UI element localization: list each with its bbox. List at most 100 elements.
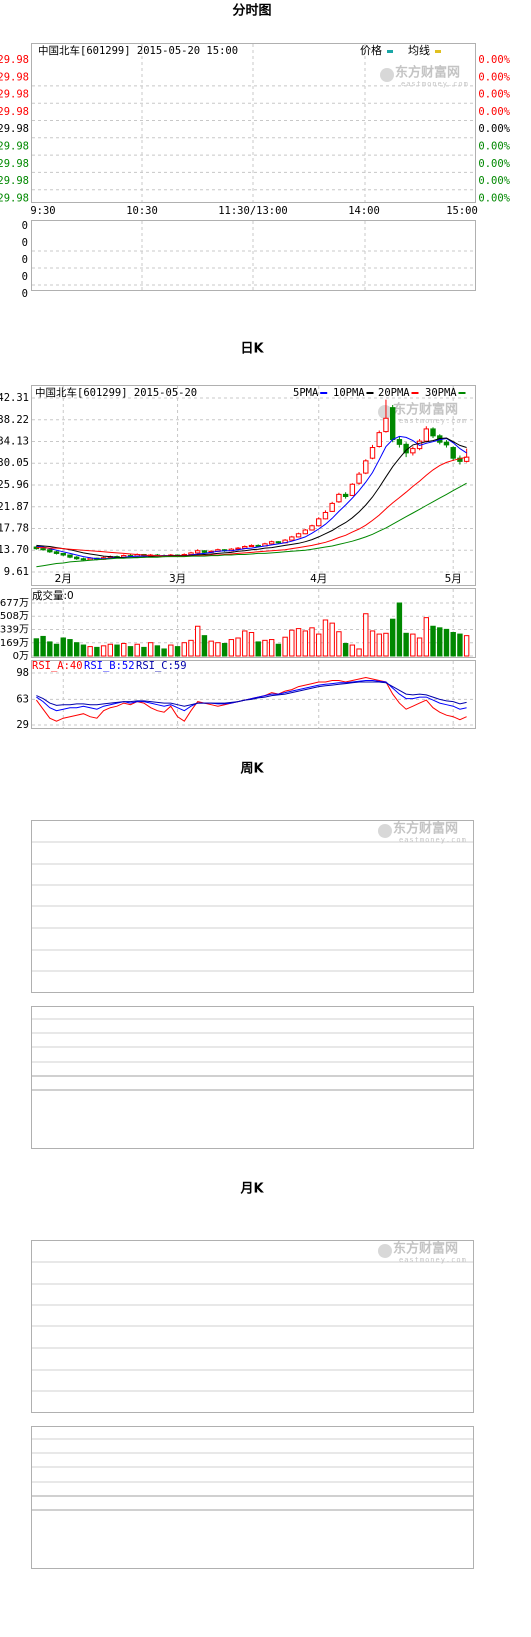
candle-body [268, 541, 275, 545]
candle-body [363, 460, 369, 474]
volume-title: 成交量:0 [32, 589, 74, 602]
watermark-logo [378, 1244, 392, 1258]
volume-tick-label: 0 [22, 271, 28, 283]
legend-label: 5PMA [293, 387, 319, 399]
volume-bar [181, 642, 187, 657]
x-tick-label: 15:00 [446, 205, 478, 217]
volume-bar [275, 643, 282, 657]
volume-tick-label: 169万 [0, 638, 29, 649]
y2-tick-label: 0.00% [478, 123, 510, 135]
candle-body [349, 483, 356, 496]
y-tick-label: 29.98 [0, 106, 29, 118]
x-tick-label: 14:00 [348, 205, 380, 217]
legend-label: 20PMA [378, 387, 410, 399]
volume-bar [208, 640, 214, 657]
legend-swatch [458, 392, 466, 394]
candle-body [40, 548, 46, 551]
volume-bar [228, 639, 235, 657]
y-tick-label: 29.98 [0, 158, 29, 170]
candle-body [248, 544, 255, 548]
y-tick-label: 29.98 [0, 54, 29, 66]
volume-bar [336, 631, 342, 657]
y2-tick-label: 0.00% [478, 106, 510, 118]
volume-bar [195, 625, 201, 657]
legend-label: 价格 [360, 43, 382, 57]
x-tick-label: 10:30 [126, 205, 158, 217]
volume-bar [114, 644, 120, 657]
volume-bar [289, 629, 295, 657]
rsi-line [36, 681, 467, 707]
volume-bar [221, 642, 228, 657]
y2-tick-label: 0.00% [478, 89, 510, 101]
volume-bar [107, 643, 114, 657]
y-tick-label: 34.13 [0, 436, 29, 448]
volume-bar [356, 648, 362, 657]
candle-body [369, 447, 376, 459]
volume-bar [248, 632, 255, 657]
rsi-box [31, 660, 476, 729]
volume-bar [74, 642, 80, 657]
volume-bar [363, 613, 369, 657]
volume-bar [450, 632, 456, 657]
x-tick-label: 4月 [310, 573, 327, 585]
volume-bar [174, 646, 181, 657]
watermark-name: 东方财富网 [393, 1241, 458, 1257]
rsi-label: RSI_C:59 [136, 660, 187, 672]
watermark-name: 东方财富网 [393, 821, 458, 837]
volume-bar [443, 628, 450, 657]
volume-bar [268, 639, 275, 657]
candle-body [329, 502, 335, 512]
candle-body [389, 407, 396, 441]
rsi-tick-label: 29 [16, 719, 29, 731]
candle-body [443, 441, 450, 446]
candle-body [255, 544, 261, 547]
volume-tick-label: 0 [22, 237, 28, 249]
candle-body [336, 493, 342, 503]
volume-tick-label: 0万 [13, 651, 29, 662]
volume-bar [33, 638, 40, 657]
y2-tick-label: 0.00% [478, 158, 510, 170]
candle-body [309, 525, 315, 531]
volume-tick-label: 0 [22, 220, 28, 232]
candle-body [235, 547, 241, 550]
candle-body [80, 558, 87, 561]
candle-body [74, 556, 80, 560]
candle-body [295, 533, 302, 538]
volume-bar [94, 646, 100, 657]
volume-tick-label: 508万 [0, 611, 29, 622]
header: 中国北车[601299] 2015-05-20 15:00 [38, 44, 238, 57]
y-tick-label: 42.31 [0, 392, 29, 404]
volume-tick-label: 0 [22, 288, 28, 300]
candle-body [67, 554, 73, 558]
watermark-name: 东方财富网 [395, 65, 460, 81]
legend-swatch [320, 392, 328, 394]
watermark-url: eastmoney.com [399, 1256, 467, 1264]
volume-bar [242, 630, 248, 657]
candle-body [302, 529, 308, 535]
volume-box [31, 1006, 474, 1149]
y-tick-label: 21.87 [0, 501, 29, 513]
legend-swatch [387, 50, 393, 53]
watermark-logo [380, 68, 394, 82]
volume-bar [121, 642, 127, 657]
legend-label: 30PMA [425, 387, 457, 399]
candle-body [342, 493, 349, 497]
candle-body [322, 511, 329, 520]
y2-tick-label: 0.00% [478, 141, 510, 153]
volume-bar [383, 632, 389, 657]
candle-body [242, 546, 248, 549]
rsi-tick-label: 63 [16, 693, 29, 705]
legend-swatch [366, 392, 374, 394]
volume-bar [416, 637, 423, 657]
y2-tick-label: 0.00% [478, 71, 510, 83]
y-tick-label: 13.70 [0, 544, 29, 556]
section-title: 日K [240, 342, 264, 357]
watermark-url: eastmoney.com [401, 80, 469, 88]
volume-bar [134, 643, 140, 657]
section-title: 周K [240, 762, 264, 777]
volume-bar [188, 639, 194, 657]
candle-body [195, 550, 201, 554]
volume-bar [147, 642, 154, 657]
volume-bar [396, 602, 403, 657]
section-title: 分时图 [232, 3, 271, 19]
